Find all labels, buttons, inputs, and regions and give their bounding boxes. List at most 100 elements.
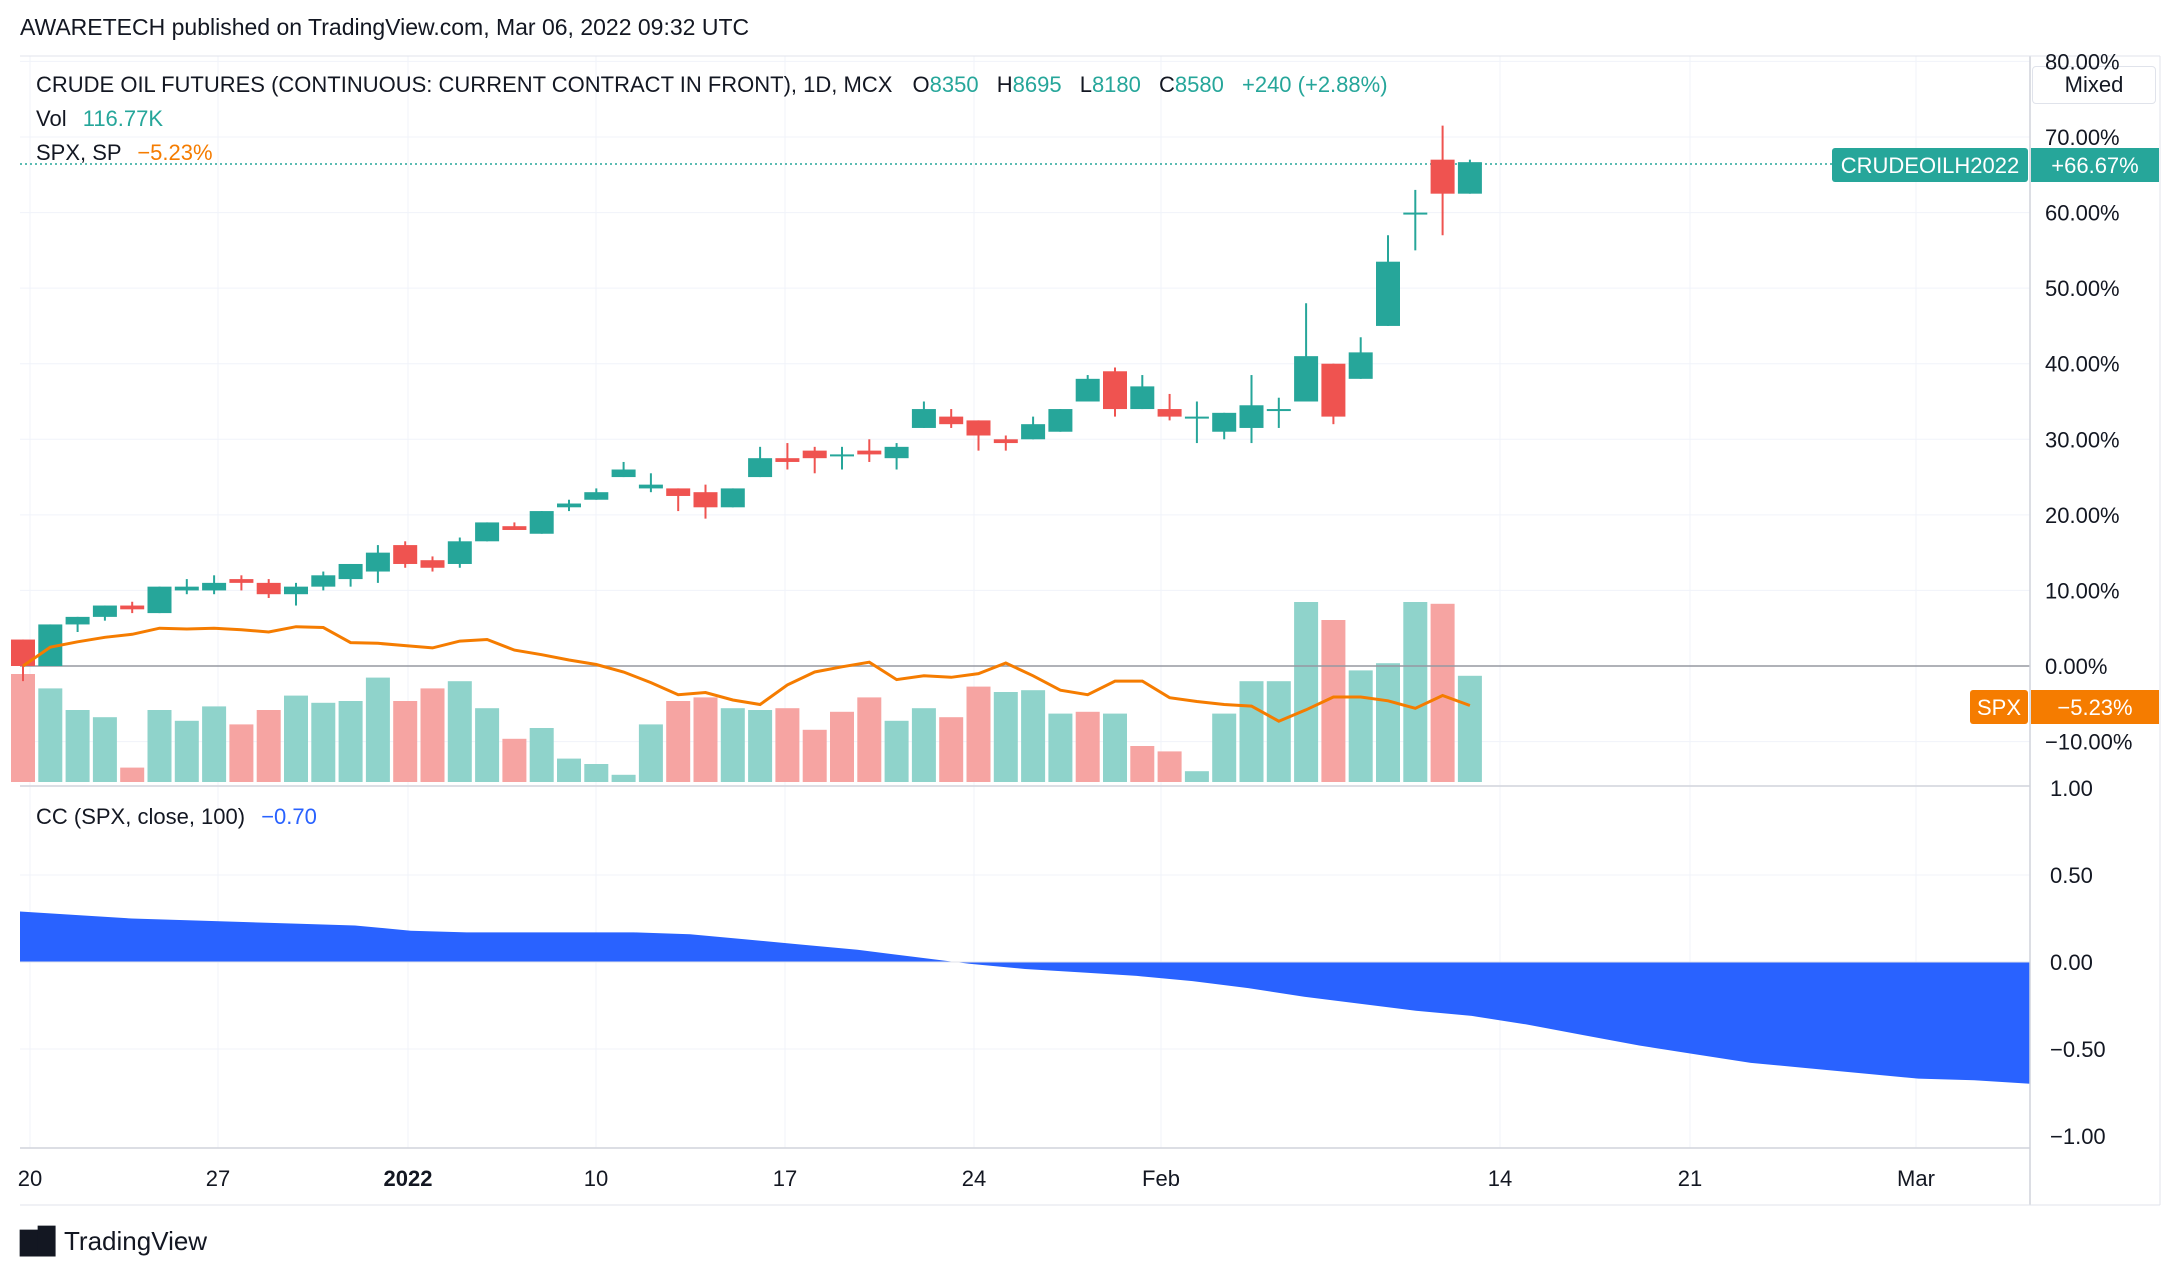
candle-body bbox=[338, 563, 363, 580]
candle-body bbox=[1157, 409, 1182, 417]
volume-bar bbox=[638, 724, 663, 782]
svg-text:SPX: SPX bbox=[1977, 695, 2021, 720]
candle-body bbox=[557, 503, 581, 508]
candle-body bbox=[120, 605, 145, 610]
candle bbox=[202, 575, 227, 595]
cc-area bbox=[20, 911, 2030, 1084]
spx-legend[interactable]: SPX, SP −5.23% bbox=[36, 140, 213, 165]
candle bbox=[1457, 159, 1482, 194]
candle-body bbox=[502, 526, 527, 530]
volume-bar bbox=[92, 717, 117, 782]
candle-body bbox=[1403, 212, 1428, 215]
candle bbox=[611, 461, 636, 478]
volume-bar bbox=[311, 702, 336, 782]
volume-bar bbox=[365, 677, 390, 782]
close-value: 8580 bbox=[1175, 72, 1224, 97]
candle bbox=[256, 579, 281, 598]
svg-text:+66.67%: +66.67% bbox=[2051, 153, 2138, 178]
volume-bar bbox=[447, 681, 472, 782]
candle bbox=[993, 435, 1018, 451]
volume-bar bbox=[1130, 746, 1155, 782]
candle-body bbox=[365, 552, 390, 572]
candle bbox=[502, 522, 527, 530]
cc-legend[interactable]: CC (SPX, close, 100) −0.70 bbox=[36, 804, 317, 829]
candle-body bbox=[666, 488, 691, 496]
volume-bar bbox=[1048, 713, 1073, 782]
candle-body bbox=[420, 560, 445, 568]
candle bbox=[557, 499, 581, 512]
grid-layer bbox=[20, 56, 2030, 1148]
candle-body bbox=[311, 575, 336, 587]
time-axis[interactable]: 20 27 2022 10 17 24 Feb 14 21 Mar bbox=[18, 1166, 1935, 1191]
volume-bar bbox=[393, 701, 418, 782]
time-tick-label: 2022 bbox=[384, 1166, 433, 1191]
candle bbox=[338, 563, 363, 587]
time-tick-label: 17 bbox=[773, 1166, 797, 1191]
volume-bar bbox=[256, 710, 281, 782]
tradingview-brand[interactable]: ▇▉ TradingView bbox=[20, 1226, 207, 1257]
candle-body bbox=[1212, 412, 1237, 432]
candle-body bbox=[1376, 261, 1400, 326]
candle-body bbox=[65, 616, 90, 625]
volume-bar bbox=[1457, 675, 1482, 782]
volume-bar bbox=[174, 720, 199, 782]
main-symbol-badge: CRUDEOILH2022 bbox=[1832, 148, 2028, 182]
volume-bar bbox=[884, 720, 909, 782]
candle bbox=[92, 605, 117, 621]
candle-body bbox=[638, 484, 663, 489]
volume-bar bbox=[475, 708, 500, 782]
price-axis[interactable]: 80.00% 70.00% 60.00% 50.00% 40.00% 30.00% 20.0… bbox=[2045, 49, 2132, 754]
candle-body bbox=[1130, 386, 1155, 410]
candle bbox=[120, 601, 145, 614]
candle-body bbox=[229, 579, 254, 583]
volume-bars bbox=[11, 602, 1482, 782]
candle bbox=[1239, 375, 1264, 444]
candle-body bbox=[830, 454, 854, 457]
candle-body bbox=[1103, 371, 1127, 410]
symbol-title[interactable]: CRUDE OIL FUTURES (CONTINUOUS: CURRENT C… bbox=[36, 72, 1388, 97]
volume-bar bbox=[611, 774, 636, 782]
candle bbox=[584, 488, 609, 500]
volume-bar bbox=[1294, 602, 1319, 782]
volume-bar bbox=[802, 729, 827, 782]
change-value: +240 (+2.88%) bbox=[1242, 72, 1388, 97]
candle-body bbox=[284, 586, 308, 595]
candle-body bbox=[884, 446, 909, 459]
candle bbox=[447, 537, 472, 568]
high-value: 8695 bbox=[1013, 72, 1062, 97]
volume-bar bbox=[584, 764, 609, 782]
candle bbox=[966, 420, 991, 451]
candle-body bbox=[911, 409, 936, 428]
volume-bar bbox=[720, 708, 745, 782]
close-label: C bbox=[1159, 72, 1175, 97]
volume-bar bbox=[1184, 771, 1209, 782]
svg-text:CRUDEOILH2022: CRUDEOILH2022 bbox=[1841, 153, 2020, 178]
volume-bar bbox=[966, 686, 991, 782]
time-tick-label: Mar bbox=[1897, 1166, 1935, 1191]
candle bbox=[475, 522, 500, 542]
candle bbox=[884, 443, 909, 470]
time-tick-label: 20 bbox=[18, 1166, 42, 1191]
candle-body bbox=[1075, 378, 1100, 402]
candle-body bbox=[802, 450, 827, 459]
volume-legend[interactable]: Vol 116.77K bbox=[36, 106, 163, 131]
cc-axis[interactable]: 1.00 0.50 0.00 −0.50 −1.00 bbox=[2050, 776, 2106, 1149]
volume-bar bbox=[202, 706, 227, 782]
candle-body bbox=[1239, 405, 1264, 428]
candle-body bbox=[693, 492, 718, 508]
scale-mode-button[interactable]: Mixed bbox=[2032, 66, 2156, 104]
volume-bar bbox=[1103, 713, 1127, 782]
volume-bar bbox=[1266, 681, 1291, 782]
candle bbox=[802, 446, 827, 474]
volume-bar bbox=[557, 758, 581, 782]
price-tick-label: 10.00% bbox=[2045, 578, 2120, 603]
candle-body bbox=[202, 582, 227, 591]
candle bbox=[65, 616, 90, 632]
candle bbox=[1294, 303, 1319, 402]
time-tick-label: Feb bbox=[1142, 1166, 1180, 1191]
candle bbox=[393, 541, 418, 568]
volume-bar bbox=[911, 708, 936, 782]
candle-body bbox=[1457, 162, 1482, 194]
candle-body bbox=[857, 450, 882, 455]
